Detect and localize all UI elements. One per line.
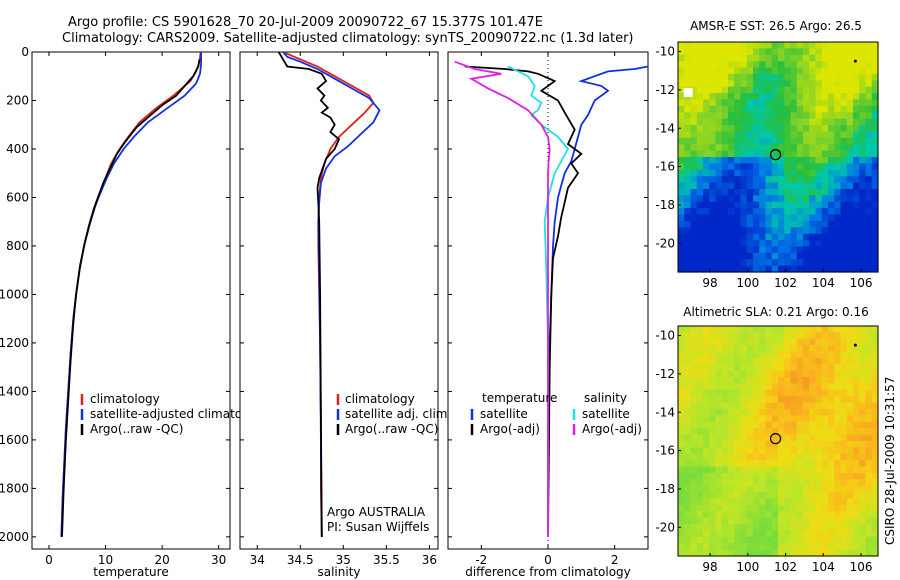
temperature-axes-box [31,51,231,550]
xtick-label: -2 [475,553,487,567]
legend-label: satellite-adjusted climatology [90,407,268,421]
xtick-label: 35.5 [373,553,400,567]
legend-label: satellite [582,407,630,421]
salinity-axes-box [239,51,439,550]
map-ytick-label: -12 [655,83,675,97]
annotation-text: Argo AUSTRALIA [327,505,426,519]
map-ytick-label: -16 [655,444,675,458]
map-xtick-label: 98 [702,276,717,290]
series-line-argo-raw-qc- [61,59,201,537]
map-ytick-label: -14 [655,121,675,135]
xtick-label: 36 [422,553,437,567]
map-xtick-label: 102 [774,560,797,574]
legend-heading: salinity [584,391,627,405]
legend-label: Argo(..raw -QC) [345,422,438,436]
legend-label: climatology [90,392,160,406]
ytick-label: 1600 [0,433,29,447]
island-marker [853,343,857,347]
map-xtick-label: 106 [850,276,873,290]
temperature-profile-plot: 0 200 400 600 800 1000 1200 1400 1600 1800 2000 0 10… [0,45,268,579]
ytick-label: 400 [6,142,29,156]
sla-map-title: Altimetric SLA: 0.21 Argo: 0.16 [683,305,868,319]
legend-label: climatology [345,392,415,406]
ytick-label: 1800 [0,481,29,495]
xtick-label: 30 [211,553,226,567]
map-ytick-label: -18 [655,482,675,496]
sst-map: AMSR-E SST: 26.5 Argo: 26.5 98 100 102 104 1… [655,19,879,290]
xtick-label: 0 [544,553,552,567]
legend-label: satellite [480,407,528,421]
map-ytick-label: -20 [655,236,675,250]
map-xtick-label: 100 [736,276,759,290]
argo-float-marker [769,149,782,161]
map-ytick-label: -10 [655,329,675,343]
legend-label: satellite adj. clim. [345,407,451,421]
legend-heading: temperature [482,391,557,405]
salinity-xlabel: salinity [317,565,360,579]
argo-float-marker [769,433,782,445]
land-mask [683,88,693,97]
island-marker [853,59,857,63]
series-line-argo-raw-qc- [277,52,341,537]
map-ytick-label: -14 [655,405,675,419]
legend-label: Argo(-adj) [480,422,540,436]
temperature-xlabel: temperature [93,565,168,579]
sst-field [678,42,879,273]
sla-field [678,326,879,557]
ytick-label: 600 [6,190,29,204]
map-ytick-label: -12 [655,367,675,381]
map-xtick-label: 104 [812,276,835,290]
ytick-label: 0 [21,45,29,59]
ytick-label: 1200 [0,336,29,350]
map-xtick-label: 100 [736,560,759,574]
xtick-label: 20 [154,553,169,567]
map-xtick-label: 104 [812,560,835,574]
ytick-label: 1400 [0,384,29,398]
map-xtick-label: 102 [774,276,797,290]
annotation-text: PI: Susan Wijffels [327,520,429,534]
sla-axes-box [677,325,879,557]
series-line-salinity-satellite [507,65,570,537]
salinity-profile-plot: 34 34.5 35 35.5 36 salinity climatologysatelli… [239,51,451,579]
header-line1: Argo profile: CS 5901628_70 20-Jul-2009 … [68,15,543,30]
legend-label: Argo(-adj) [582,422,642,436]
sla-map: Altimetric SLA: 0.21 Argo: 0.16 98 100 102… [655,305,879,574]
ytick-label: 200 [6,93,29,107]
map-ytick-label: -16 [655,160,675,174]
xtick-label: 10 [98,553,113,567]
header-line2: Climatology: CARS2009. Satellite-adjuste… [62,31,634,46]
map-ytick-label: -10 [655,45,675,59]
map-xtick-label: 106 [850,560,873,574]
difference-xlabel: difference from climatology [465,565,631,579]
ytick-label: 2000 [0,530,29,544]
xtick-label: 0 [45,553,53,567]
map-ytick-label: -20 [655,520,675,534]
sst-map-title: AMSR-E SST: 26.5 Argo: 26.5 [690,19,862,33]
map-xtick-label: 98 [702,560,717,574]
xtick-label: 35 [336,553,351,567]
xtick-label: 34 [250,553,265,567]
series-line-salinity-argo-adj- [454,60,551,537]
legend-label: Argo(..raw -QC) [90,422,183,436]
series-line-temperature-argo-adj- [464,65,583,537]
xtick-label: 34.5 [287,553,314,567]
map-ytick-label: -18 [655,198,675,212]
sst-axes-box [677,41,879,273]
ytick-label: 800 [6,239,29,253]
xtick-label: 2 [611,553,619,567]
ytick-label: 1000 [0,287,29,301]
credit-label: CSIRO 28-Jul-2009 10:31:57 [883,377,897,545]
